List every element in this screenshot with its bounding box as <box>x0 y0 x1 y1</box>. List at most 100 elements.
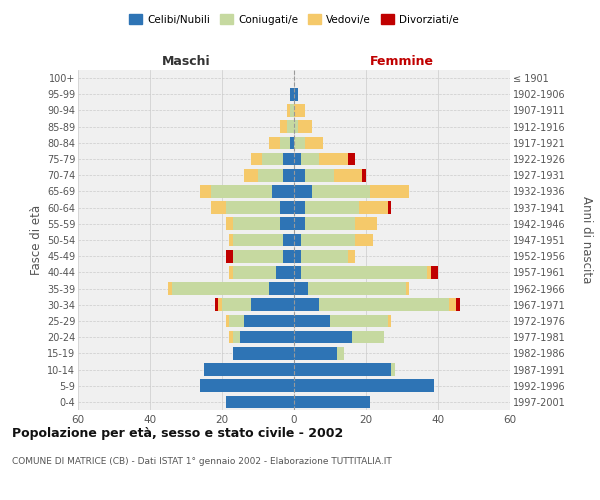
Bar <box>305 169 334 181</box>
Bar <box>294 120 298 133</box>
Bar <box>233 331 240 344</box>
Bar <box>301 250 348 262</box>
Bar <box>359 202 388 214</box>
Bar <box>244 314 294 328</box>
Text: COMUNE DI MATRICE (CB) - Dati ISTAT 1° gennaio 2002 - Elaborazione TUTTITALIA.IT: COMUNE DI MATRICE (CB) - Dati ISTAT 1° g… <box>12 458 392 466</box>
Bar <box>352 331 384 344</box>
Bar <box>229 234 233 246</box>
Bar <box>280 136 290 149</box>
Bar <box>215 298 218 311</box>
Bar <box>294 202 305 214</box>
Bar <box>294 282 308 295</box>
Bar <box>233 266 276 278</box>
Bar <box>294 266 301 278</box>
Bar <box>294 136 305 149</box>
Text: Popolazione per età, sesso e stato civile - 2002: Popolazione per età, sesso e stato civil… <box>12 428 343 440</box>
Legend: Celibi/Nubili, Coniugati/e, Vedovi/e, Divorziati/e: Celibi/Nubili, Coniugati/e, Vedovi/e, Di… <box>125 10 463 29</box>
Bar <box>294 152 301 166</box>
Bar <box>294 396 370 408</box>
Bar <box>330 314 388 328</box>
Bar <box>200 380 294 392</box>
Bar <box>391 363 395 376</box>
Y-axis label: Anni di nascita: Anni di nascita <box>580 196 593 284</box>
Bar <box>226 250 233 262</box>
Bar <box>319 152 348 166</box>
Bar <box>294 380 434 392</box>
Bar <box>283 234 294 246</box>
Bar <box>283 250 294 262</box>
Bar <box>233 234 283 246</box>
Bar <box>287 120 294 133</box>
Bar <box>269 282 294 295</box>
Bar <box>305 218 355 230</box>
Bar <box>233 347 294 360</box>
Bar <box>283 169 294 181</box>
Bar <box>362 169 366 181</box>
Bar <box>301 152 319 166</box>
Bar <box>218 298 222 311</box>
Bar <box>370 185 409 198</box>
Bar <box>226 396 294 408</box>
Bar <box>168 282 172 295</box>
Bar <box>240 331 294 344</box>
Bar <box>334 169 362 181</box>
Bar <box>301 234 355 246</box>
Bar <box>301 266 427 278</box>
Bar <box>312 185 370 198</box>
Bar <box>229 266 233 278</box>
Bar <box>294 88 298 101</box>
Bar <box>449 298 456 311</box>
Bar <box>233 218 280 230</box>
Bar <box>294 169 305 181</box>
Bar <box>229 314 244 328</box>
Y-axis label: Fasce di età: Fasce di età <box>29 205 43 275</box>
Text: Femmine: Femmine <box>370 54 434 68</box>
Bar <box>226 202 280 214</box>
Bar <box>251 298 294 311</box>
Bar <box>427 266 431 278</box>
Bar <box>294 250 301 262</box>
Bar <box>388 202 391 214</box>
Bar <box>298 120 312 133</box>
Bar <box>294 234 301 246</box>
Bar <box>294 185 312 198</box>
Bar <box>226 218 233 230</box>
Bar <box>211 185 272 198</box>
Bar <box>294 363 391 376</box>
Bar <box>294 104 305 117</box>
Bar <box>319 298 449 311</box>
Bar <box>294 314 330 328</box>
Bar <box>280 218 294 230</box>
Bar <box>280 120 287 133</box>
Bar <box>431 266 438 278</box>
Bar <box>226 314 229 328</box>
Bar <box>222 298 251 311</box>
Bar <box>406 282 409 295</box>
Bar <box>294 347 337 360</box>
Bar <box>204 363 294 376</box>
Bar <box>290 88 294 101</box>
Text: Maschi: Maschi <box>161 54 211 68</box>
Bar <box>269 136 280 149</box>
Bar <box>262 152 283 166</box>
Bar <box>233 250 283 262</box>
Bar <box>388 314 391 328</box>
Bar <box>172 282 269 295</box>
Bar <box>211 202 226 214</box>
Bar <box>456 298 460 311</box>
Bar <box>200 185 211 198</box>
Bar <box>294 331 352 344</box>
Bar <box>251 152 262 166</box>
Bar <box>348 250 355 262</box>
Bar <box>258 169 283 181</box>
Bar <box>272 185 294 198</box>
Bar <box>290 136 294 149</box>
Bar <box>305 202 359 214</box>
Bar <box>337 347 344 360</box>
Bar <box>308 282 406 295</box>
Bar <box>294 218 305 230</box>
Bar <box>276 266 294 278</box>
Bar <box>229 331 233 344</box>
Bar <box>287 104 290 117</box>
Bar <box>290 104 294 117</box>
